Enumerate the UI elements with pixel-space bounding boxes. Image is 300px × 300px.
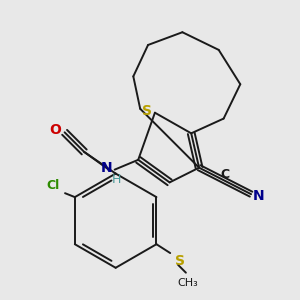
Text: N: N xyxy=(253,189,265,203)
Text: C: C xyxy=(220,168,229,181)
Text: O: O xyxy=(49,123,61,137)
Text: S: S xyxy=(175,254,185,268)
Text: S: S xyxy=(142,104,152,118)
Text: CH₃: CH₃ xyxy=(178,278,198,289)
Text: H: H xyxy=(112,173,121,186)
Text: Cl: Cl xyxy=(46,179,60,192)
Text: N: N xyxy=(101,161,112,175)
